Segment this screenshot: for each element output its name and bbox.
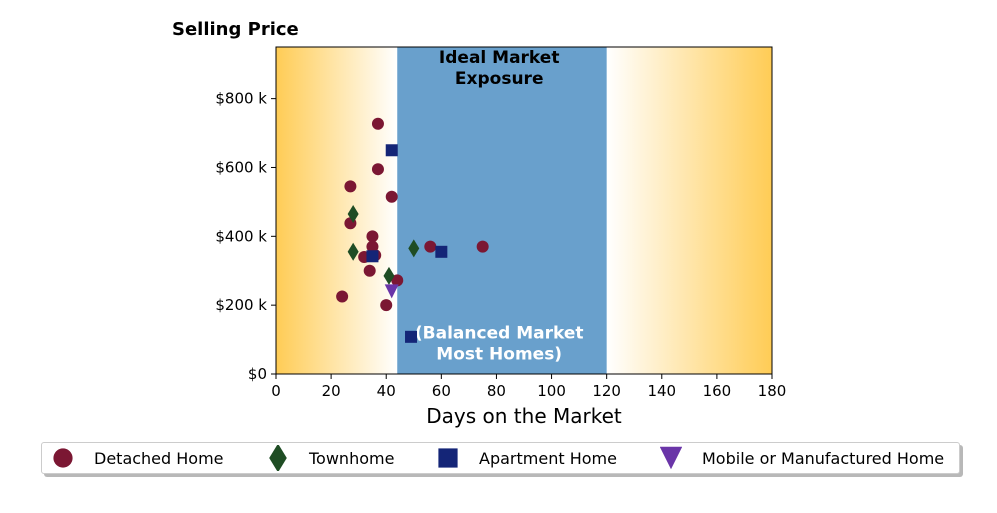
- x-tick-label-160: 160: [703, 382, 732, 400]
- gradient-left: [276, 47, 398, 374]
- chart-legend: Detached Home Townhome Apartment Home Mobil…: [41, 442, 960, 474]
- apartment-home-point-3: [405, 330, 418, 343]
- detached-home-point-0: [336, 290, 349, 303]
- townhome-point-0: [347, 204, 359, 223]
- legend-marker-apartment-home: [438, 448, 458, 468]
- apartment-home-point-2: [435, 245, 448, 258]
- detached-home-point-13: [424, 240, 437, 253]
- legend-marker-detached-home: [53, 448, 73, 468]
- annotation-1-line-1: Most Homes): [436, 345, 562, 365]
- y-tick-label-0: $0: [248, 365, 267, 383]
- legend-label-mobile-or-manufactured-home: Mobile or Manufactured Home: [702, 448, 945, 468]
- legend-item-mobile-or-manufactured-home: Mobile or Manufactured Home: [660, 443, 944, 473]
- legend-swatch-townhome: [269, 445, 287, 471]
- townhome-point-3: [408, 239, 420, 258]
- legend-swatch-detached-home: [53, 448, 73, 468]
- detached-home-point-9: [371, 117, 384, 130]
- x-tick-label-0: 0: [271, 382, 281, 400]
- legend-label-apartment-home: Apartment Home: [479, 448, 617, 468]
- detached-home-point-5: [366, 230, 379, 243]
- detached-home-point-14: [476, 240, 489, 253]
- townhome-point-2: [383, 266, 395, 285]
- y-tick-label-2: $400 k: [215, 227, 267, 245]
- detached-home-point-12: [391, 274, 404, 287]
- x-axis-label: Days on the Market: [426, 404, 622, 428]
- annotation-1-line-0: (Balanced Market: [415, 324, 584, 344]
- annotation-0-line-1: Exposure: [455, 69, 544, 89]
- legend-marker-mobile-or-manufactured-home: [660, 446, 682, 470]
- legend-marker-townhome: [269, 445, 287, 471]
- plot-background: [276, 47, 772, 374]
- detached-home-point-4: [363, 264, 376, 277]
- plot-frame: [275, 46, 773, 375]
- x-tick-label-180: 180: [758, 382, 787, 400]
- detached-home-point-8: [371, 163, 384, 176]
- gradient-right: [606, 47, 772, 374]
- x-tick-label-100: 100: [537, 382, 566, 400]
- legend-swatch-mobile-or-manufactured-home: [660, 446, 682, 470]
- y-tick-label-4: $800 k: [215, 90, 267, 108]
- mobile-or-manufactured-home-point-0: [384, 284, 399, 299]
- annotation-0-line-0: Ideal Market: [439, 48, 560, 68]
- x-tick-label-60: 60: [432, 382, 451, 400]
- chart-title: Selling Price: [172, 19, 299, 40]
- legend-swatch-apartment-home: [438, 448, 458, 468]
- detached-home-point-2: [344, 180, 357, 193]
- x-tick-label-120: 120: [592, 382, 621, 400]
- legend-label-townhome: Townhome: [309, 448, 395, 468]
- apartment-home-point-0: [385, 144, 398, 157]
- ideal-exposure-band: [397, 47, 607, 374]
- legend-item-apartment-home: Apartment Home: [437, 443, 617, 473]
- detached-home-point-11: [385, 190, 398, 203]
- axes: 0 20 40 60 80 100 120 140 160 180 $0 $200 k $400 k $6…: [215, 46, 787, 400]
- apartment-home-point-1: [366, 250, 379, 263]
- x-tick-label-40: 40: [377, 382, 396, 400]
- y-tick-label-3: $600 k: [215, 158, 267, 176]
- x-tick-label-80: 80: [487, 382, 506, 400]
- x-tick-label-20: 20: [322, 382, 341, 400]
- legend-item-detached-home: Detached Home: [52, 443, 224, 473]
- townhome-point-1: [347, 242, 359, 261]
- data-points: [336, 117, 489, 343]
- legend-item-townhome: Townhome: [267, 443, 394, 473]
- x-tick-label-140: 140: [647, 382, 676, 400]
- legend-label-detached-home: Detached Home: [94, 448, 224, 468]
- detached-home-point-10: [380, 299, 393, 312]
- y-tick-label-1: $200 k: [215, 296, 267, 314]
